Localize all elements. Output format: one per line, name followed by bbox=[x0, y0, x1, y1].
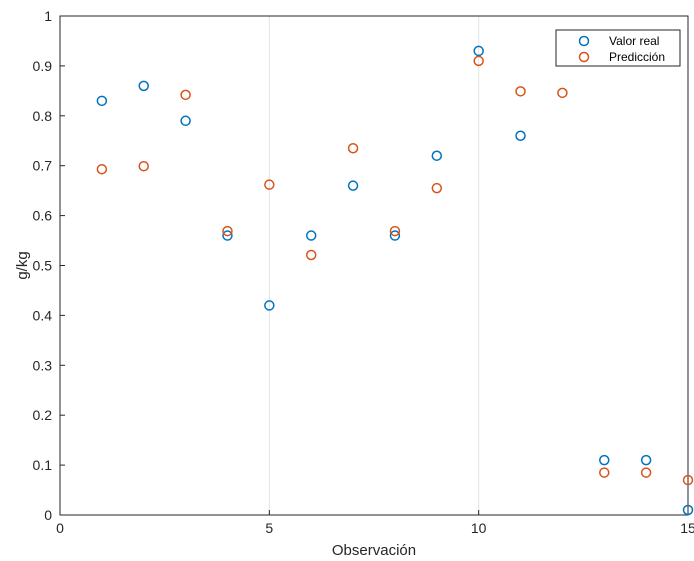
y-tick-label: 0.3 bbox=[33, 357, 53, 373]
point-valor-real bbox=[389, 230, 401, 241]
point-valor-real bbox=[347, 180, 359, 191]
point-valor-real bbox=[96, 95, 108, 107]
point-valor-real bbox=[682, 504, 694, 516]
point-prediccion bbox=[599, 467, 610, 478]
x-tick-label: 5 bbox=[265, 520, 273, 536]
grid-layer bbox=[268, 16, 480, 515]
x-axis-title: Observación bbox=[332, 542, 416, 559]
legend-marker-prediccion bbox=[578, 51, 590, 63]
legend-box bbox=[555, 29, 681, 67]
point-valor-real bbox=[222, 230, 233, 241]
point-valor-real bbox=[180, 115, 191, 127]
point-prediccion bbox=[557, 87, 568, 99]
y-tick-label: 0.4 bbox=[33, 307, 53, 323]
plot-frame bbox=[59, 15, 689, 516]
y-tick-label: 0.1 bbox=[33, 457, 53, 473]
x-tick-label: 0 bbox=[56, 520, 64, 536]
y-tick-label: 0.9 bbox=[33, 58, 53, 74]
legend-label-valor-real: Valor real bbox=[609, 34, 659, 48]
point-valor-real bbox=[305, 230, 317, 241]
point-valor-real bbox=[515, 130, 526, 142]
y-tick-label: 0.5 bbox=[33, 258, 53, 274]
legend: Valor real Predicción bbox=[555, 29, 681, 67]
point-prediccion bbox=[305, 249, 317, 261]
legend-label-prediccion: Predicción bbox=[609, 50, 665, 64]
point-valor-real bbox=[431, 150, 443, 161]
y-axis-title: g/kg bbox=[14, 251, 31, 279]
y-tick-label: 0.6 bbox=[33, 208, 53, 224]
y-tick-label: 0.7 bbox=[33, 158, 53, 174]
axis-layer: 0 5 10 15 0 0.1 0.2 0.3 0.4 0.5 0.6 0.7 0.8 0.9 1 bbox=[33, 8, 694, 536]
point-prediccion bbox=[138, 160, 149, 172]
point-prediccion bbox=[180, 89, 191, 101]
point-valor-real bbox=[640, 454, 652, 466]
point-prediccion bbox=[640, 467, 652, 478]
point-prediccion bbox=[515, 86, 526, 97]
y-tick-label: 0.8 bbox=[33, 108, 53, 124]
y-tick-label: 0.2 bbox=[33, 407, 53, 423]
point-prediccion bbox=[431, 182, 443, 194]
legend-marker-valor-real bbox=[578, 35, 590, 47]
point-prediccion bbox=[682, 474, 694, 486]
marks-layer bbox=[96, 45, 694, 516]
point-prediccion bbox=[222, 225, 233, 237]
point-prediccion bbox=[473, 55, 484, 67]
point-valor-real bbox=[138, 80, 149, 92]
point-prediccion bbox=[96, 163, 108, 175]
point-valor-real bbox=[599, 454, 610, 466]
point-prediccion bbox=[389, 225, 401, 237]
x-tick-label: 10 bbox=[471, 520, 487, 536]
x-tick-label: 15 bbox=[680, 520, 694, 536]
point-valor-real bbox=[264, 300, 275, 311]
point-prediccion bbox=[347, 142, 359, 154]
y-tick-label: 1 bbox=[44, 8, 52, 24]
point-prediccion bbox=[264, 179, 275, 190]
y-tick-label: 0 bbox=[44, 507, 52, 523]
point-valor-real bbox=[473, 45, 484, 57]
